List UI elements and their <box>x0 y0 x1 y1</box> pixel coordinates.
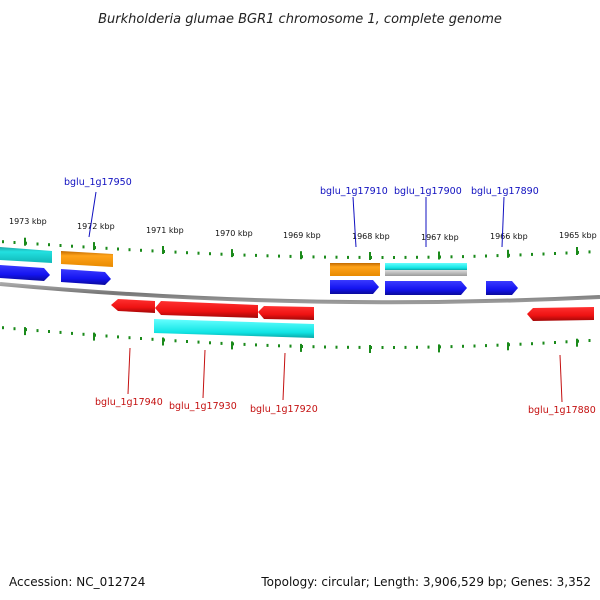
gene-arrow-red[interactable] <box>111 299 155 313</box>
gene-arrow-cyan[interactable] <box>154 319 314 338</box>
gene-label[interactable]: bglu_1g17930 <box>169 401 237 412</box>
scale-label: 1973 kbp <box>9 217 47 226</box>
gene-labels-bottom: bglu_1g17940 bglu_1g17930 bglu_1g17920 b… <box>95 397 596 416</box>
map-title: Burkholderia glumae BGR1 chromosome 1, c… <box>98 12 502 27</box>
topology-text: Topology: circular; Length: 3,906,529 bp… <box>260 575 591 589</box>
gene-label[interactable]: bglu_1g17890 <box>471 186 539 197</box>
genome-backbone <box>0 282 600 305</box>
gene-arrow-blue[interactable] <box>0 265 50 281</box>
scale-label: 1972 kbp <box>77 222 115 231</box>
gene-label[interactable]: bglu_1g17920 <box>250 404 318 415</box>
gene-arrow-red[interactable] <box>258 306 314 320</box>
scale-label: 1967 kbp <box>421 233 459 242</box>
scale-label: 1968 kbp <box>352 232 390 241</box>
gene-label[interactable]: bglu_1g17910 <box>320 186 388 197</box>
accession-text: Accession: NC_012724 <box>9 575 145 589</box>
forward-strand-genes <box>0 247 518 295</box>
gene-label[interactable]: bglu_1g17880 <box>528 405 596 416</box>
scale-ticks-bottom <box>2 326 591 353</box>
gene-labels-top: bglu_1g17950 bglu_1g17910 bglu_1g17900 b… <box>64 177 539 197</box>
scale-label: 1969 kbp <box>283 231 321 240</box>
gene-leader-lines-top <box>88 191 505 248</box>
scale-label: 1965 kbp <box>559 231 597 240</box>
scale-label: 1970 kbp <box>215 229 253 238</box>
gene-arrow-orange[interactable] <box>330 263 380 276</box>
gene-arrow-blue[interactable] <box>330 280 379 294</box>
gene-arrow-cyan[interactable] <box>0 247 52 263</box>
scale-labels: 1973 kbp 1972 kbp 1971 kbp 1970 kbp 1969… <box>9 217 597 242</box>
gene-label[interactable]: bglu_1g17900 <box>394 186 462 197</box>
gene-leader-lines-bottom <box>127 347 563 403</box>
gene-label[interactable]: bglu_1g17950 <box>64 177 132 188</box>
gene-arrow-blue[interactable] <box>486 281 518 295</box>
gene-arrow-red[interactable] <box>527 307 594 321</box>
gene-arrow-blue[interactable] <box>61 269 111 285</box>
scale-ticks-top <box>2 237 591 260</box>
scale-label: 1971 kbp <box>146 226 184 235</box>
scale-label: 1966 kbp <box>490 232 528 241</box>
gene-arrow-cyan[interactable] <box>385 263 467 270</box>
gene-arrow-blue[interactable] <box>385 281 467 295</box>
gene-arrow-grey[interactable] <box>385 270 467 276</box>
reverse-strand-genes <box>111 299 594 338</box>
gene-label[interactable]: bglu_1g17940 <box>95 397 163 408</box>
gene-arrow-orange[interactable] <box>61 251 113 267</box>
gene-arrow-red[interactable] <box>155 301 258 318</box>
